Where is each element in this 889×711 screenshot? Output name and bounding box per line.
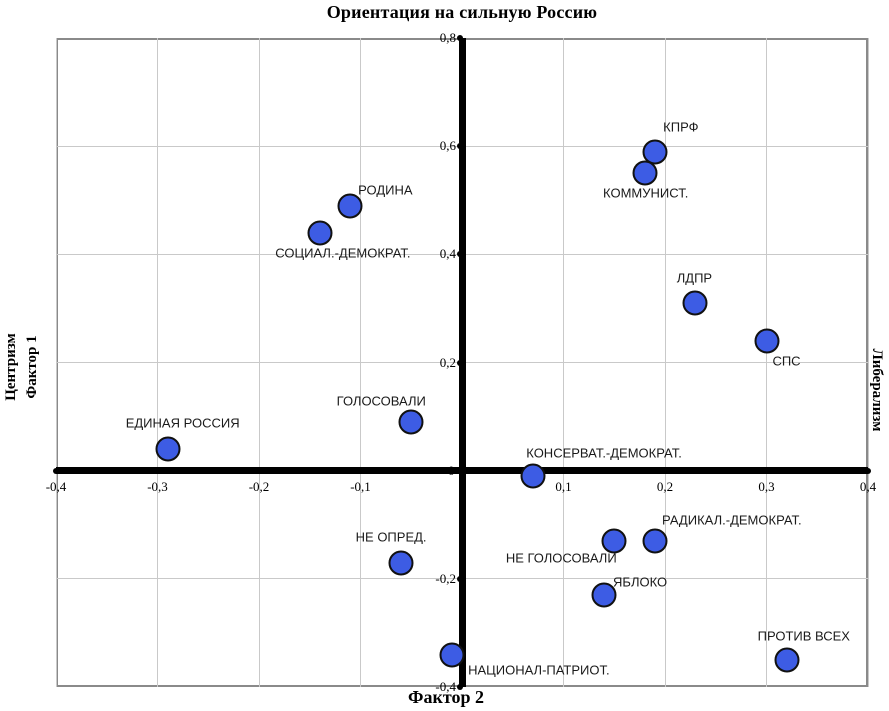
y-tick-mark: [457, 251, 463, 258]
data-point-label: РАДИКАЛ.-ДЕМОКРАТ.: [662, 512, 802, 528]
data-point: [682, 290, 708, 316]
x-axis-label: Фактор 2: [408, 687, 484, 707]
data-point: [307, 220, 333, 246]
y-tick-label: -0,4: [435, 679, 456, 694]
data-point-label: ЯБЛОКО: [613, 574, 668, 590]
x-tick-label: -0,2: [248, 478, 270, 494]
data-point-label: КОММУНИСТ.: [603, 185, 689, 201]
y-tick-label: -0,2: [435, 570, 456, 586]
data-point-label: КОНСЕРВАТ.-ДЕМОКРАТ.: [526, 445, 682, 461]
chart-title: Ориентация на сильную Россию: [326, 2, 598, 22]
x-tick-mark: [865, 467, 871, 474]
x-tick-label: 0,1: [555, 478, 572, 494]
y-tick-label: 0,2: [439, 354, 456, 370]
y-tick-mark: [457, 684, 463, 690]
x-tick-mark: [256, 467, 262, 474]
data-point: [520, 463, 546, 489]
y-tick-mark: [457, 575, 463, 582]
data-point: [601, 528, 627, 554]
x-tick-mark: [357, 467, 364, 474]
y-tick-label: 0,8: [439, 30, 456, 45]
data-point: [642, 139, 668, 165]
x-tick-label: 0,4: [859, 478, 877, 494]
data-point: [388, 550, 414, 576]
data-point: [591, 582, 617, 608]
data-point-label: КПРФ: [663, 119, 699, 135]
x-tick-mark: [560, 467, 567, 474]
y-tick-mark: [457, 143, 463, 150]
x-tick-label: -0,4: [45, 478, 67, 494]
data-point-label: СПС: [772, 353, 801, 369]
data-point-label: РОДИНА: [358, 182, 413, 198]
data-point-label: ЕДИНАЯ РОССИЯ: [125, 415, 240, 431]
data-point: [337, 193, 363, 219]
y-axis-label-left-line2: Фактор 1: [24, 335, 40, 399]
x-tick-label: 0,2: [656, 478, 674, 494]
data-point-label: ГОЛОСОВАЛИ: [336, 393, 426, 409]
x-tick-mark: [763, 467, 770, 474]
x-tick-label: 0,3: [758, 478, 775, 494]
x-tick-mark: [662, 467, 668, 474]
data-point-label: НАЦИОНАЛ-ПАТРИОТ.: [468, 662, 610, 678]
data-point-label: НЕ ГОЛОСОВАЛИ: [505, 550, 617, 566]
gridline-vertical: [867, 38, 869, 687]
x-tick-label: -0,3: [147, 478, 168, 494]
y-axis-label-left: Центризм Фактор 1: [0, 267, 44, 467]
data-point: [642, 528, 668, 554]
data-point: [632, 160, 658, 186]
x-tick-mark: [53, 467, 59, 474]
y-axis-label-right: Либерализм: [869, 348, 885, 432]
x-tick-label: -0,1: [350, 478, 371, 494]
data-point-label: ЛДПР: [676, 270, 713, 286]
data-point: [155, 436, 181, 462]
y-axis-label-left-line1: Центризм: [3, 333, 19, 401]
data-point-label: НЕ ОПРЕД.: [355, 529, 427, 545]
data-point-label: ПРОТИВ ВСЕХ: [757, 628, 850, 644]
plot-area: 0-0,4-0,3-0,2-0,10,10,20,30,40,80,60,40,…: [46, 30, 876, 694]
data-point: [398, 409, 424, 435]
y-tick-label: 0,4: [439, 246, 456, 262]
data-point: [774, 647, 800, 673]
x-tick-mark: [154, 467, 161, 474]
data-point: [754, 328, 779, 354]
data-point-label: СОЦИАЛ.-ДЕМОКРАТ.: [275, 245, 411, 261]
data-point: [439, 642, 465, 668]
y-tick-mark: [457, 35, 463, 41]
y-tick-mark: [457, 359, 463, 366]
y-tick-label: 0,6: [439, 138, 456, 154]
